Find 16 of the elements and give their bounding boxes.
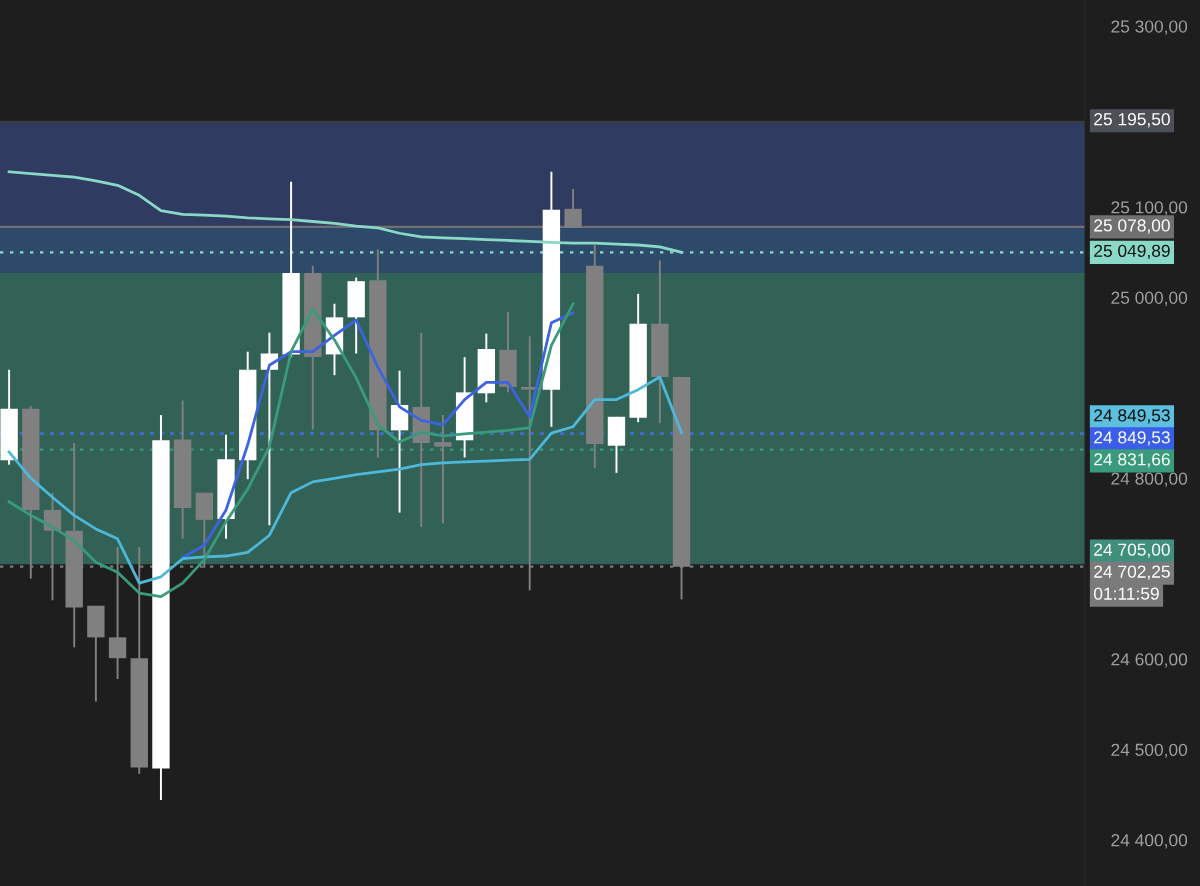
ref-line-label: 24 831,66 <box>1094 453 1170 468</box>
y-tick-label: 24 400,00 <box>1111 834 1188 849</box>
ref-line-label: 24 849,53 <box>1094 431 1170 446</box>
y-tick-label: 25 300,00 <box>1111 20 1188 35</box>
y-tick-label: 25 000,00 <box>1111 291 1188 306</box>
ref-line-label: 25 049,89 <box>1094 244 1170 260</box>
ref-line-label: 24 849,53 <box>1094 409 1170 424</box>
band-label: 25 195,50 <box>1094 113 1170 128</box>
band-label: 24 705,00 <box>1094 543 1170 558</box>
y-tick-label: 24 600,00 <box>1111 653 1188 668</box>
ref-line-label: 25 078,00 <box>1094 219 1170 234</box>
y-tick-label: 24 500,00 <box>1111 743 1188 758</box>
y-tick-label: 24 800,00 <box>1111 472 1188 487</box>
ref-line-label: 24 702,25 <box>1094 565 1170 580</box>
text: 01:11:59 <box>1094 587 1159 600</box>
y-tick-label: 25 100,00 <box>1111 201 1188 216</box>
